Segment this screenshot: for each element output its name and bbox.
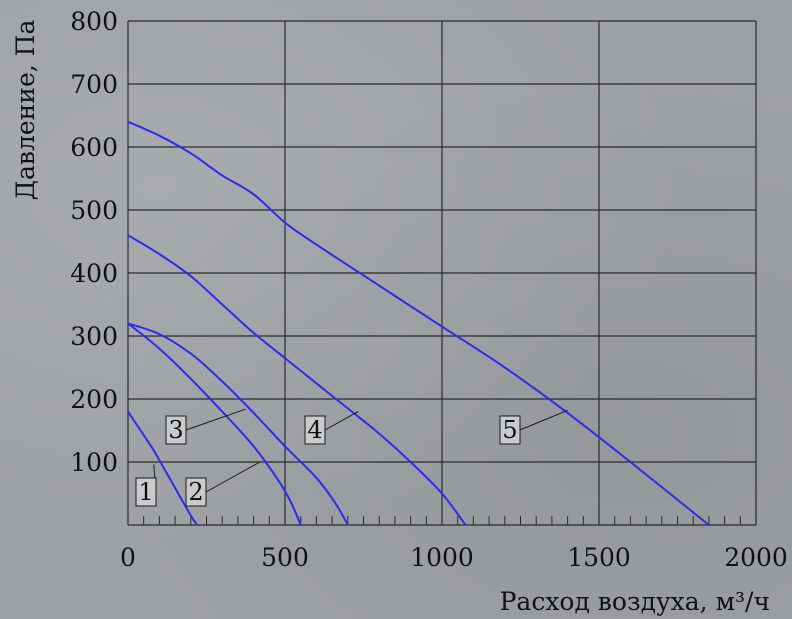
y-tick-label: 700 — [70, 70, 118, 99]
curve-4 — [127, 234, 467, 526]
x-tick-label: 1500 — [567, 543, 631, 572]
y-axis-title: Давление, Па — [11, 20, 40, 201]
curve-1 — [127, 411, 198, 526]
y-tick-label: 800 — [70, 7, 118, 36]
tick-labels: 0 500 1000 1500 2000 100 200 300 400 500 600 700 800 — [70, 7, 788, 572]
y-tick-label: 300 — [70, 322, 118, 351]
x-minor-ticks — [127, 516, 757, 525]
curve-label-box — [165, 415, 187, 445]
x-tick-label: 0 — [120, 543, 136, 572]
curve-label-5: 5 — [502, 416, 517, 444]
curve-label-box — [499, 415, 521, 445]
x-tick-label: 2000 — [724, 543, 788, 572]
curve-2 — [127, 322, 302, 526]
grid — [127, 20, 757, 526]
y-tick-label: 100 — [70, 448, 118, 477]
curve-label-2: 2 — [188, 478, 203, 506]
y-tick-label: 200 — [70, 385, 118, 414]
curve-label-box — [185, 477, 207, 507]
curve-5 — [127, 120, 710, 526]
x-axis-title: Расход воздуха, м³/ч — [500, 587, 770, 616]
curve-3 — [127, 322, 349, 526]
curve-label-1: 1 — [138, 478, 153, 506]
leader-line — [205, 461, 261, 493]
y-tick-label: 500 — [70, 196, 118, 225]
x-tick-label: 1000 — [410, 543, 474, 572]
curve-label-box — [304, 415, 326, 445]
curve-label-3: 3 — [168, 416, 183, 444]
leader-line — [324, 411, 359, 431]
curves — [127, 120, 710, 526]
leader-line — [185, 408, 246, 431]
y-tick-label: 600 — [70, 133, 118, 162]
curve-labels: 1 2 3 4 5 — [135, 408, 568, 507]
x-tick-label: 500 — [261, 543, 309, 572]
y-tick-label: 400 — [70, 259, 118, 288]
curve-label-4: 4 — [307, 416, 322, 444]
curve-label-box — [135, 477, 157, 507]
leader-line — [519, 409, 568, 431]
